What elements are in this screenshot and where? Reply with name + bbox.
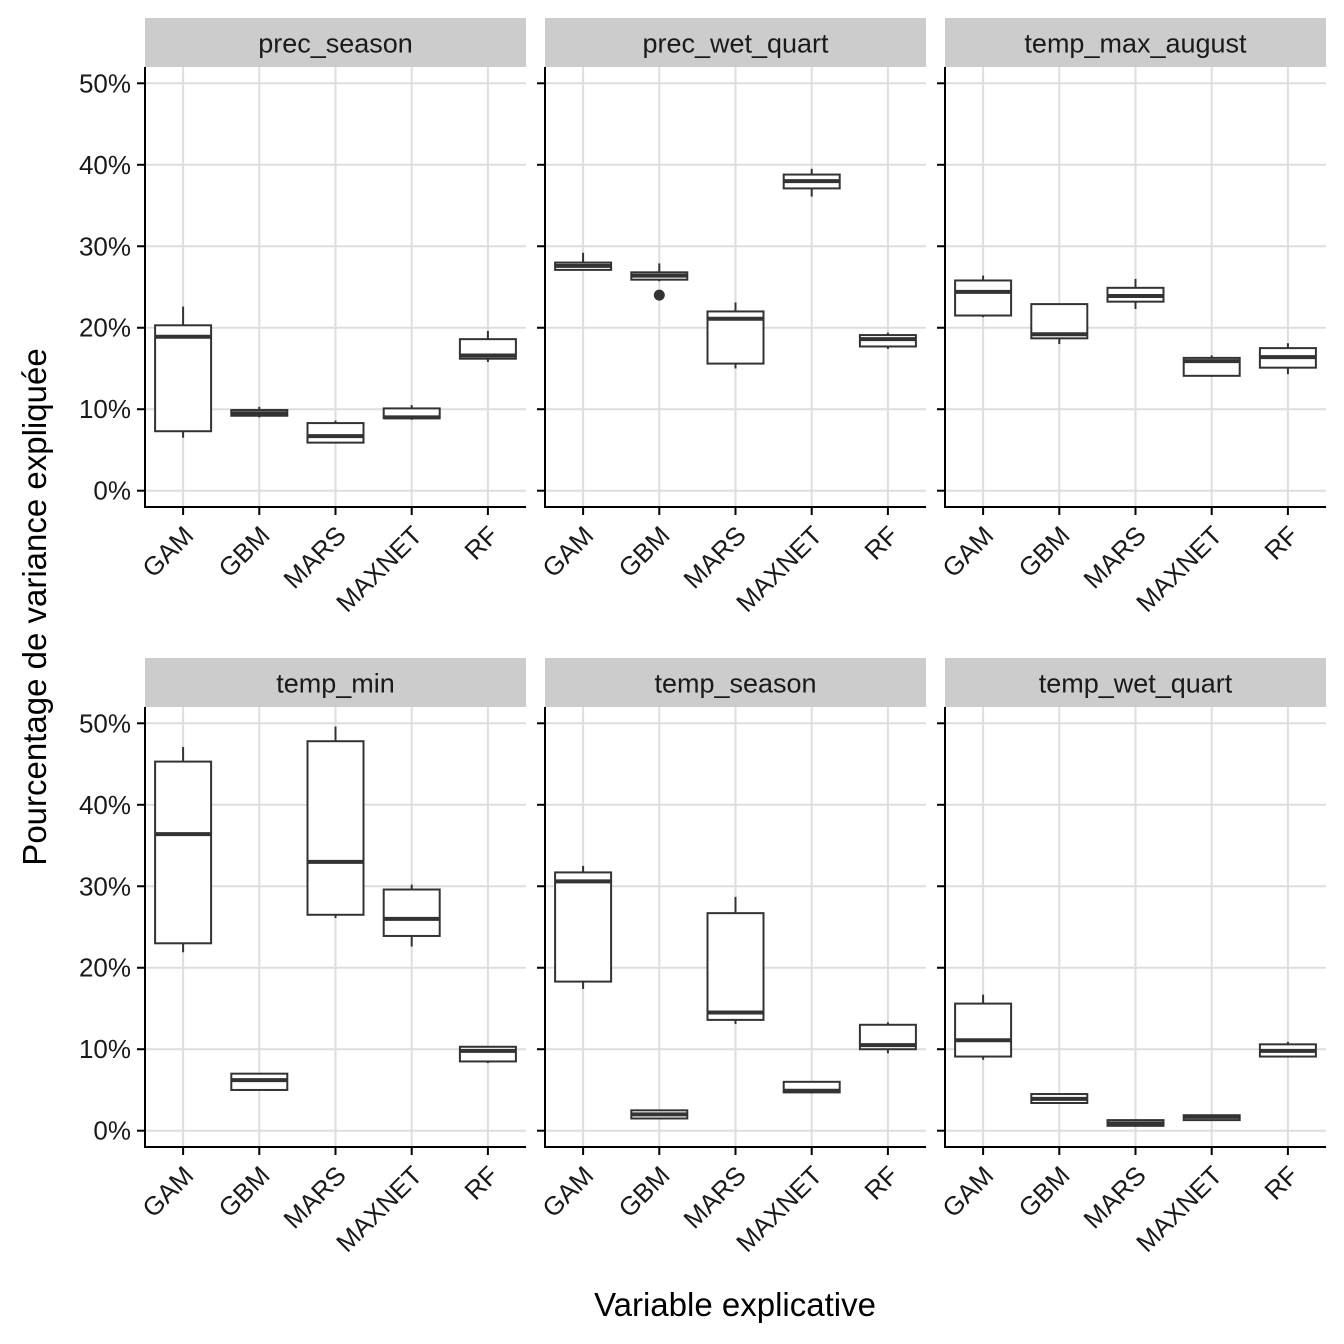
y-tick-label: 40%	[79, 790, 131, 820]
box-gbm	[630, 263, 689, 301]
x-tick-label: GBM	[612, 520, 675, 583]
y-tick-label: 40%	[79, 150, 131, 180]
facet-title: temp_max_august	[1024, 29, 1247, 59]
box-rf	[458, 1045, 517, 1064]
box-mars	[1106, 278, 1165, 309]
box-iqr	[554, 871, 613, 983]
box-mars	[306, 420, 365, 444]
box-rf	[858, 1022, 917, 1054]
x-tick-label: RF	[458, 520, 504, 566]
box-iqr	[306, 422, 365, 444]
outlier-point	[653, 289, 665, 301]
y-tick-label: 0%	[93, 1116, 131, 1146]
facet-strip	[945, 18, 1326, 67]
facet-strip	[945, 658, 1326, 707]
x-tick-label: GBM	[212, 520, 275, 583]
y-tick-label: 30%	[79, 871, 131, 901]
x-tick-label: GAM	[936, 1160, 999, 1223]
box-maxnet	[1182, 355, 1241, 377]
box-maxnet	[782, 168, 841, 197]
x-tick-label: RF	[858, 520, 904, 566]
box-maxnet	[382, 884, 441, 947]
box-gbm	[1030, 1093, 1089, 1104]
x-tick-label: GBM	[612, 1160, 675, 1223]
box-mars	[306, 726, 365, 919]
facet-strip	[545, 658, 926, 707]
box-gam	[554, 252, 613, 271]
box-maxnet	[382, 405, 441, 420]
x-tick-label: MARS	[1077, 1160, 1151, 1234]
x-tick-label: GAM	[536, 520, 599, 583]
box-rf	[1258, 1041, 1317, 1058]
x-axis-title: Variable explicative	[594, 1286, 876, 1323]
facet-strip	[145, 658, 526, 707]
y-tick-label: 50%	[79, 68, 131, 98]
y-axis-title: Pourcentage de variance expliquée	[16, 348, 53, 865]
x-tick-label: GAM	[936, 520, 999, 583]
box-mars	[706, 302, 765, 369]
x-tick-label: RF	[1258, 1160, 1304, 1206]
y-tick-label: 50%	[79, 708, 131, 738]
box-mars	[706, 896, 765, 1024]
box-maxnet	[782, 1080, 841, 1094]
x-tick-label: GBM	[212, 1160, 275, 1223]
y-tick-label: 20%	[79, 313, 131, 343]
x-tick-label: RF	[858, 1160, 904, 1206]
x-tick-label: RF	[1258, 520, 1304, 566]
box-gbm	[230, 1072, 289, 1091]
facet-title: prec_season	[258, 29, 413, 59]
facet-title: temp_min	[276, 669, 395, 699]
x-tick-label: GBM	[1012, 520, 1075, 583]
x-tick-label: GAM	[536, 1160, 599, 1223]
facet-title: temp_season	[654, 669, 816, 699]
facet-strip	[145, 18, 526, 67]
box-gbm	[630, 1109, 689, 1120]
x-tick-label: MARS	[277, 520, 351, 594]
box-gam	[954, 994, 1013, 1060]
box-gam	[954, 275, 1013, 318]
x-tick-label: MARS	[1077, 520, 1151, 594]
box-iqr	[306, 740, 365, 916]
x-tick-label: GAM	[136, 520, 199, 583]
x-tick-label: GBM	[1012, 1160, 1075, 1223]
x-tick-label: MARS	[677, 520, 751, 594]
y-tick-label: 20%	[79, 953, 131, 983]
facet-title: temp_wet_quart	[1039, 669, 1233, 699]
box-iqr	[154, 324, 213, 433]
box-iqr	[954, 1002, 1013, 1058]
box-iqr	[382, 888, 441, 937]
box-gbm	[230, 406, 289, 418]
box-mars	[1106, 1119, 1165, 1127]
box-iqr	[954, 279, 1013, 317]
x-tick-label: RF	[458, 1160, 504, 1206]
facet-title: prec_wet_quart	[642, 29, 829, 59]
x-tick-label: GAM	[136, 1160, 199, 1223]
box-gam	[154, 746, 213, 953]
box-rf	[1258, 343, 1317, 375]
box-iqr	[154, 760, 213, 945]
y-tick-label: 10%	[79, 1034, 131, 1064]
y-tick-label: 10%	[79, 394, 131, 424]
box-gam	[154, 306, 213, 438]
x-tick-label: MARS	[677, 1160, 751, 1234]
box-iqr	[706, 912, 765, 1021]
x-tick-label: MARS	[277, 1160, 351, 1234]
box-gbm	[1030, 303, 1089, 345]
box-maxnet	[1182, 1114, 1241, 1122]
y-tick-label: 30%	[79, 231, 131, 261]
box-rf	[858, 332, 917, 349]
box-gam	[554, 865, 613, 989]
y-tick-label: 0%	[93, 476, 131, 506]
facet-strip	[545, 18, 926, 67]
box-rf	[458, 331, 517, 362]
